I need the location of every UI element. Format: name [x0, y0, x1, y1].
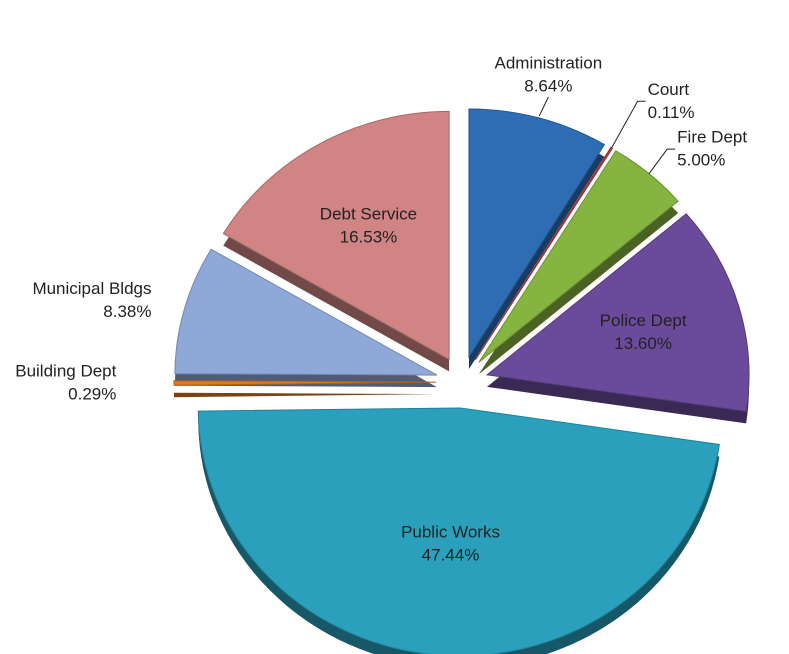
leader-line [611, 100, 646, 149]
slice [468, 108, 606, 359]
slice-label: Municipal Bldgs [32, 279, 151, 298]
slice-label: Fire Dept [677, 128, 747, 147]
slice-label: Administration [494, 53, 602, 72]
slice-label: Debt Service [320, 204, 417, 223]
slice-label: Public Works [401, 523, 500, 542]
slice [475, 146, 614, 361]
slice-label: Building Dept [15, 362, 116, 381]
slice-label: Police Dept [600, 311, 687, 330]
slice-value-label: 13.60% [614, 334, 672, 353]
slice-value-label: 8.64% [524, 76, 572, 95]
slice-value-label: 5.00% [677, 151, 725, 170]
slice-label: Court [648, 80, 690, 99]
slice-value-label: 0.29% [68, 385, 116, 404]
leader-line [538, 96, 549, 117]
slice [478, 150, 679, 363]
slice-value-label: 0.11% [648, 103, 695, 122]
leader-line [648, 148, 676, 174]
slice-value-label: 47.44% [422, 546, 480, 565]
slice [197, 407, 720, 654]
slice [173, 380, 437, 386]
slice [485, 213, 750, 412]
slice-value-label: 16.53% [340, 227, 398, 246]
slice [222, 110, 450, 361]
slice [174, 248, 438, 376]
slice-value-label: 8.38% [103, 302, 151, 321]
slice-side [174, 392, 437, 398]
